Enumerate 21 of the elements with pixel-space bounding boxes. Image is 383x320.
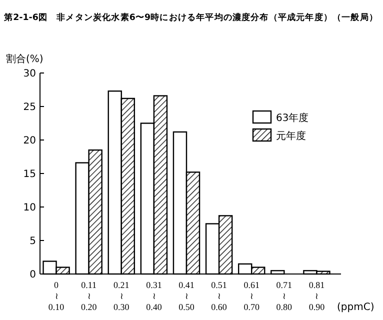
x-tick-label: 0.11 ≀ 0.20 — [80, 280, 98, 312]
x-tick-label: 0.71 ≀ 0.80 — [276, 280, 293, 312]
chart-title: 第2-1-6図 非メタン炭化水素6〜9時における年平均の濃度分布（平成元年度）（一般局） — [2, 12, 378, 23]
y-tick-label: 0 — [30, 270, 36, 280]
y-tick-label: 25 — [23, 102, 36, 113]
y-tick-label: 15 — [23, 169, 36, 180]
y-tick-label: 5 — [30, 236, 36, 247]
y-tick-label: 30 — [23, 68, 36, 80]
x-tick-label: 0.41 ≀ 0.50 — [178, 280, 195, 312]
x-tick-label: 0.51 ≀ 0.60 — [211, 280, 228, 312]
x-tick-label: 0 ≀ 0.10 — [48, 280, 65, 312]
x-tick-label: 0.61 ≀ 0.70 — [244, 280, 260, 312]
y-tick-label: 10 — [23, 202, 36, 214]
x-axis-title: (ppmC) — [337, 302, 374, 313]
y-axis-title: 割合(%) — [6, 53, 44, 65]
y-tick-label: 20 — [23, 136, 36, 146]
legend-label: 元年度 — [276, 130, 306, 142]
x-tick-label: 0.21 ≀ 0.30 — [114, 280, 130, 312]
x-tick-label: 0.81 ≀ 0.90 — [308, 280, 326, 312]
legend-label: 63年度 — [276, 112, 309, 124]
x-tick-label: 0.31 ≀ 0.40 — [146, 280, 162, 312]
